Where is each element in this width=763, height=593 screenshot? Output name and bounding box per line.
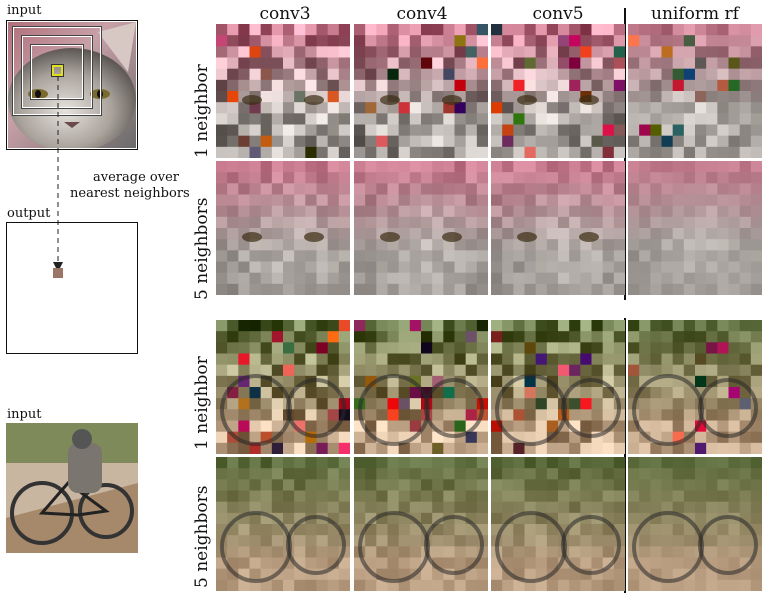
output-label: output (7, 206, 51, 221)
panel-cat-1n-conv4 (354, 24, 488, 158)
column-divider-bottom (624, 318, 626, 593)
rf-square-large (13, 27, 101, 115)
row-header-cat-5-neighbors: 5 neighbors (192, 197, 212, 300)
column-header-uniform-rf: uniform rf (651, 4, 739, 24)
bike-illustration (6, 423, 138, 553)
output-frame (6, 222, 138, 354)
panel-cat-5n-conv3 (216, 161, 350, 295)
panel-cat-5n-conv4 (354, 161, 488, 295)
panel-bike-1n-uniform (628, 320, 762, 454)
panel-cat-1n-uniform (628, 24, 762, 158)
query-patch-marker (52, 65, 63, 76)
panel-bike-5n-conv3 (216, 457, 350, 591)
input-frame (6, 20, 138, 150)
panel-bike-1n-conv3 (216, 320, 350, 454)
panel-bike-5n-uniform (628, 457, 762, 591)
panel-bike-5n-conv4 (354, 457, 488, 591)
panel-bike-1n-conv4 (354, 320, 488, 454)
column-header-conv3: conv3 (259, 4, 311, 24)
panel-cat-1n-conv5 (491, 24, 625, 158)
panel-cat-5n-uniform (628, 161, 762, 295)
panel-cat-1n-conv3 (216, 24, 350, 158)
column-header-conv4: conv4 (396, 4, 448, 24)
row-header-bike-5-neighbors: 5 neighbors (192, 485, 212, 588)
output-patch (53, 268, 63, 278)
panel-cat-5n-conv5 (491, 161, 625, 295)
annotation-line-2: nearest neighbors (70, 186, 190, 201)
input-bike-image (6, 423, 138, 553)
row-header-bike-1-neighbor: 1 neighbor (192, 356, 212, 450)
annotation-line-1: average over (93, 170, 179, 185)
row-header-cat-1-neighbor: 1 neighbor (192, 64, 212, 158)
panel-bike-5n-conv5 (491, 457, 625, 591)
rf-square-small (31, 45, 83, 99)
dashed-arrow (53, 76, 63, 272)
input-label-top: input (7, 3, 42, 18)
input-label-bottom: input (7, 407, 42, 422)
rf-square-medium (22, 36, 92, 108)
column-header-conv5: conv5 (532, 4, 584, 24)
panel-bike-1n-conv5 (491, 320, 625, 454)
